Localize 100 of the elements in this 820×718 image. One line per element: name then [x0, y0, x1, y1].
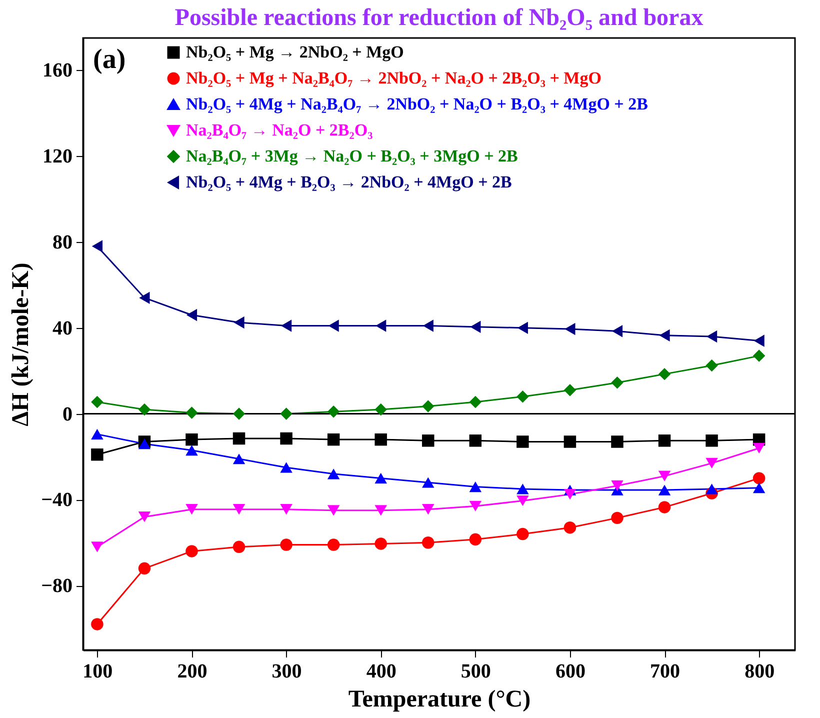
point — [706, 484, 718, 494]
y-tick-label: 40 — [52, 317, 72, 340]
point — [612, 324, 623, 338]
point — [374, 472, 387, 484]
point — [328, 320, 339, 332]
point — [422, 504, 434, 515]
x-tick-label: 700 — [650, 660, 680, 682]
point — [138, 403, 151, 416]
point — [517, 322, 528, 334]
point — [422, 477, 434, 488]
point — [422, 400, 434, 412]
point — [706, 330, 718, 343]
point — [470, 320, 481, 333]
y-axis-title: ΔH (kJ/mole-K) — [8, 262, 34, 426]
point — [659, 329, 670, 342]
point — [516, 484, 529, 494]
point — [564, 384, 576, 396]
point — [611, 376, 624, 389]
point — [706, 434, 718, 447]
point — [658, 501, 671, 514]
point — [374, 403, 387, 416]
x-axis-title: Temperature (°C) — [348, 686, 531, 712]
point — [658, 434, 671, 447]
x-tick-label: 600 — [555, 660, 586, 682]
point — [91, 542, 104, 552]
point — [422, 320, 434, 332]
point — [280, 504, 292, 515]
x-tick-label: 100 — [82, 660, 113, 682]
point — [234, 316, 244, 329]
point — [564, 322, 576, 336]
point — [280, 432, 292, 445]
point — [232, 454, 246, 464]
point — [706, 458, 718, 468]
point — [752, 482, 766, 494]
point — [658, 470, 671, 482]
point — [422, 434, 434, 447]
point — [280, 408, 292, 420]
point — [186, 433, 198, 446]
point — [280, 462, 292, 473]
point — [327, 538, 340, 551]
point — [752, 472, 766, 484]
point — [186, 504, 198, 515]
point — [754, 334, 764, 347]
point — [376, 320, 386, 332]
point — [422, 536, 434, 549]
point — [327, 468, 340, 480]
point — [327, 406, 340, 418]
point — [611, 512, 624, 524]
point — [138, 512, 151, 522]
point — [706, 359, 718, 372]
point — [516, 390, 529, 403]
point — [374, 433, 387, 446]
point — [469, 434, 482, 447]
annotation: (a) — [93, 44, 126, 75]
point — [658, 368, 671, 380]
legend-label: Na₂B₄O₇ → Na₂O + 2B₂O₃ — [186, 120, 373, 140]
point — [327, 433, 340, 446]
legend-label: Nb₂O₅ + Mg + Na₂B₄O₇ → 2NbO₂ + Na₂O + 2B₂O₃ + MgO — [186, 68, 602, 88]
point — [469, 533, 482, 546]
point — [139, 292, 150, 304]
y-tick-label: −40 — [41, 489, 72, 512]
point — [186, 406, 198, 419]
y-tick-label: −80 — [41, 575, 72, 598]
point — [232, 504, 246, 515]
point — [232, 408, 246, 420]
x-tick-label: 500 — [460, 660, 491, 682]
legend-label: Na₂B₄O₇ + 3Mg → Na₂O + B₂O₃ + 3MgO + 2B — [186, 146, 518, 166]
y-tick-label: 80 — [52, 232, 72, 254]
point — [516, 436, 529, 448]
point — [91, 448, 104, 461]
point — [658, 484, 671, 496]
y-tick-label: 160 — [42, 60, 72, 82]
point — [752, 350, 766, 362]
point — [516, 495, 529, 506]
y-tick-label: 120 — [42, 146, 72, 168]
point — [280, 320, 292, 332]
point — [232, 432, 246, 445]
point — [186, 444, 198, 456]
x-tick-label: 400 — [366, 660, 396, 682]
y-tick-label: 0 — [62, 403, 72, 426]
point — [752, 442, 766, 454]
point — [186, 545, 198, 558]
point — [611, 480, 624, 492]
point — [138, 562, 151, 575]
point — [280, 538, 292, 551]
point — [374, 538, 387, 550]
x-tick-label: 200 — [177, 660, 208, 682]
point — [516, 528, 529, 540]
point — [138, 438, 151, 450]
point — [91, 428, 104, 440]
point — [374, 505, 387, 516]
legend-label: Nb₂O₅ + 4Mg + B₂O₃ → 2NbO₂ + 4MgO + 2B — [186, 172, 512, 192]
point — [91, 618, 104, 630]
point — [469, 396, 482, 408]
point — [564, 521, 576, 534]
legend-label: Nb₂O₅ + Mg → 2NbO₂ + MgO — [186, 42, 404, 62]
point — [232, 540, 246, 554]
point — [327, 505, 340, 516]
chart-title: Possible reactions for reduction of Nb₂O₅ and borax — [174, 5, 704, 31]
point — [564, 436, 576, 448]
